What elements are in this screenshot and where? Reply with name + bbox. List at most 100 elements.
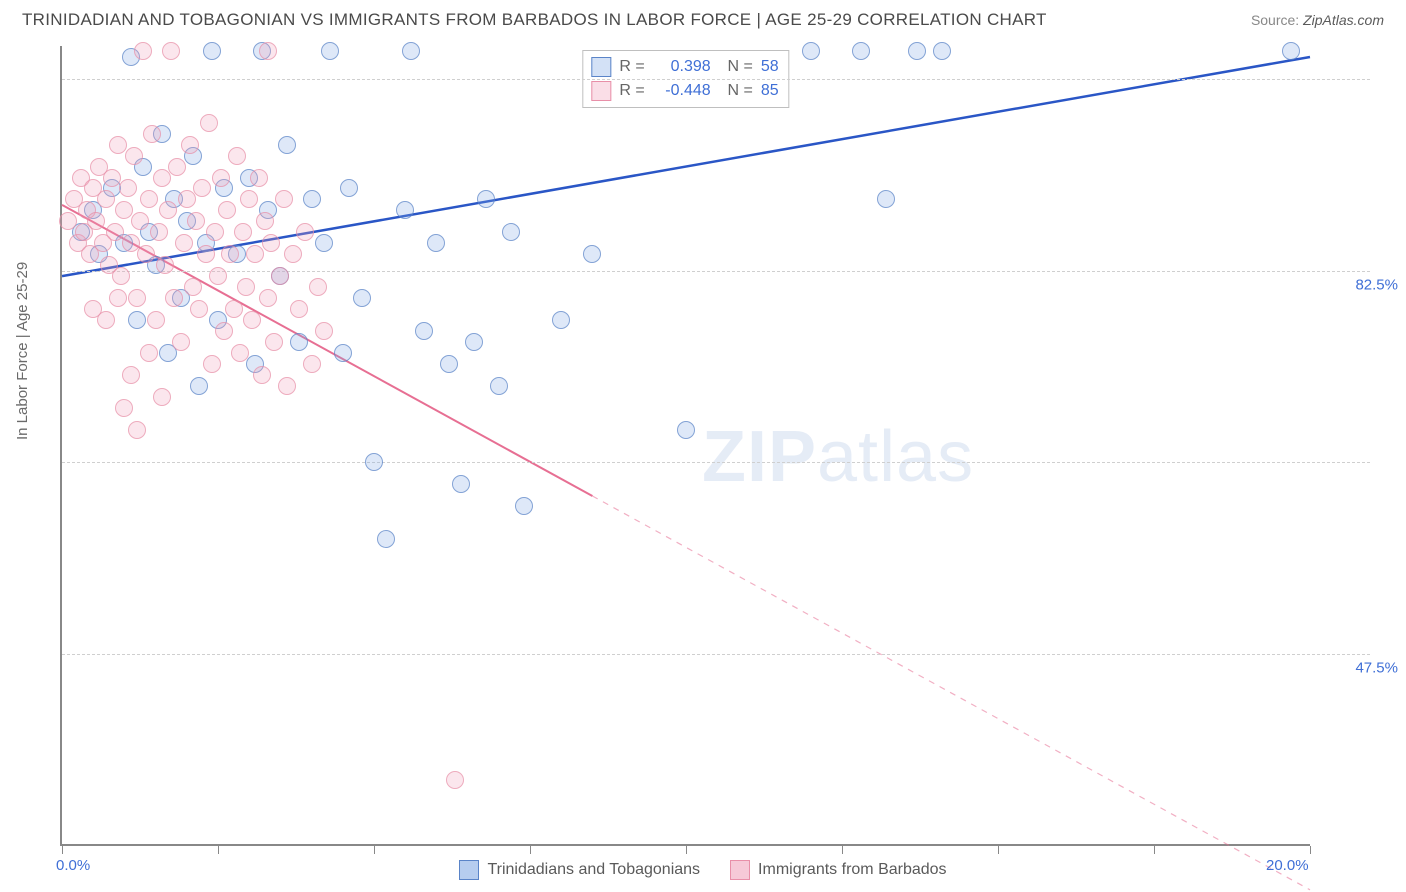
data-point bbox=[290, 300, 308, 318]
x-tick bbox=[218, 846, 219, 854]
data-point bbox=[321, 42, 339, 60]
data-point bbox=[140, 190, 158, 208]
data-point bbox=[402, 42, 420, 60]
bottom-legend: Trinidadians and Tobagonians Immigrants … bbox=[0, 860, 1406, 880]
data-point bbox=[122, 234, 140, 252]
y-axis-label: In Labor Force | Age 25-29 bbox=[14, 262, 31, 440]
legend-r-label-1: R = bbox=[619, 82, 644, 100]
data-point bbox=[59, 212, 77, 230]
data-point bbox=[583, 245, 601, 263]
x-tick bbox=[1154, 846, 1155, 854]
data-point bbox=[933, 42, 951, 60]
data-point bbox=[147, 311, 165, 329]
chart-title: TRINIDADIAN AND TOBAGONIAN VS IMMIGRANTS… bbox=[22, 10, 1047, 30]
data-point bbox=[165, 289, 183, 307]
plot-area: R = 0.398 N = 58 R = -0.448 N = 85 ZIPat… bbox=[62, 46, 1310, 846]
data-point bbox=[178, 190, 196, 208]
data-point bbox=[153, 169, 171, 187]
data-point bbox=[128, 421, 146, 439]
data-point bbox=[156, 256, 174, 274]
legend-r-value-1: -0.448 bbox=[653, 82, 711, 100]
data-point bbox=[802, 42, 820, 60]
data-point bbox=[315, 322, 333, 340]
data-point bbox=[502, 223, 520, 241]
data-point bbox=[206, 223, 224, 241]
data-point bbox=[109, 136, 127, 154]
data-point bbox=[109, 289, 127, 307]
data-point bbox=[852, 42, 870, 60]
data-point bbox=[106, 223, 124, 241]
gridline bbox=[62, 654, 1370, 655]
data-point bbox=[452, 475, 470, 493]
source-value: ZipAtlas.com bbox=[1303, 12, 1384, 28]
data-point bbox=[477, 190, 495, 208]
data-point bbox=[237, 278, 255, 296]
data-point bbox=[190, 300, 208, 318]
data-point bbox=[137, 245, 155, 263]
data-point bbox=[125, 147, 143, 165]
data-point bbox=[353, 289, 371, 307]
x-tick bbox=[686, 846, 687, 854]
data-point bbox=[128, 311, 146, 329]
data-point bbox=[221, 245, 239, 263]
data-point bbox=[175, 234, 193, 252]
gridline bbox=[62, 79, 1370, 80]
data-point bbox=[415, 322, 433, 340]
y-tick-label: 47.5% bbox=[1355, 660, 1398, 677]
data-point bbox=[427, 234, 445, 252]
data-point bbox=[340, 179, 358, 197]
data-point bbox=[296, 223, 314, 241]
data-point bbox=[908, 42, 926, 60]
bottom-legend-item-0: Trinidadians and Tobagonians bbox=[459, 860, 700, 880]
data-point bbox=[1282, 42, 1300, 60]
data-point bbox=[278, 136, 296, 154]
legend-n-label-0: N = bbox=[719, 58, 753, 76]
data-point bbox=[250, 169, 268, 187]
data-point bbox=[143, 125, 161, 143]
data-point bbox=[162, 42, 180, 60]
data-point bbox=[193, 179, 211, 197]
data-point bbox=[187, 212, 205, 230]
data-point bbox=[240, 190, 258, 208]
data-point bbox=[168, 158, 186, 176]
data-point bbox=[97, 190, 115, 208]
source-label: Source: bbox=[1251, 12, 1299, 28]
legend-swatch-0 bbox=[591, 57, 611, 77]
data-point bbox=[259, 42, 277, 60]
data-point bbox=[677, 421, 695, 439]
legend-row-series-1: R = -0.448 N = 85 bbox=[591, 79, 778, 103]
data-point bbox=[84, 300, 102, 318]
data-point bbox=[278, 377, 296, 395]
bottom-label-1: Immigrants from Barbados bbox=[758, 861, 947, 879]
data-point bbox=[119, 179, 137, 197]
data-point bbox=[215, 322, 233, 340]
data-point bbox=[112, 267, 130, 285]
trend-lines-svg bbox=[62, 46, 1310, 846]
data-point bbox=[209, 267, 227, 285]
gridline bbox=[62, 462, 1370, 463]
data-point bbox=[150, 223, 168, 241]
legend-r-value-0: 0.398 bbox=[653, 58, 711, 76]
data-point bbox=[284, 245, 302, 263]
data-point bbox=[225, 300, 243, 318]
data-point bbox=[212, 169, 230, 187]
data-point bbox=[134, 42, 152, 60]
bottom-legend-item-1: Immigrants from Barbados bbox=[730, 860, 947, 880]
legend-swatch-1 bbox=[591, 81, 611, 101]
data-point bbox=[309, 278, 327, 296]
x-tick bbox=[374, 846, 375, 854]
data-point bbox=[243, 311, 261, 329]
x-tick bbox=[1310, 846, 1311, 854]
data-point bbox=[396, 201, 414, 219]
bottom-label-0: Trinidadians and Tobagonians bbox=[487, 861, 700, 879]
data-point bbox=[259, 289, 277, 307]
data-point bbox=[465, 333, 483, 351]
gridline bbox=[62, 271, 1370, 272]
data-point bbox=[103, 169, 121, 187]
data-point bbox=[190, 377, 208, 395]
data-point bbox=[303, 190, 321, 208]
legend-row-series-0: R = 0.398 N = 58 bbox=[591, 55, 778, 79]
data-point bbox=[115, 201, 133, 219]
data-point bbox=[315, 234, 333, 252]
x-tick bbox=[530, 846, 531, 854]
